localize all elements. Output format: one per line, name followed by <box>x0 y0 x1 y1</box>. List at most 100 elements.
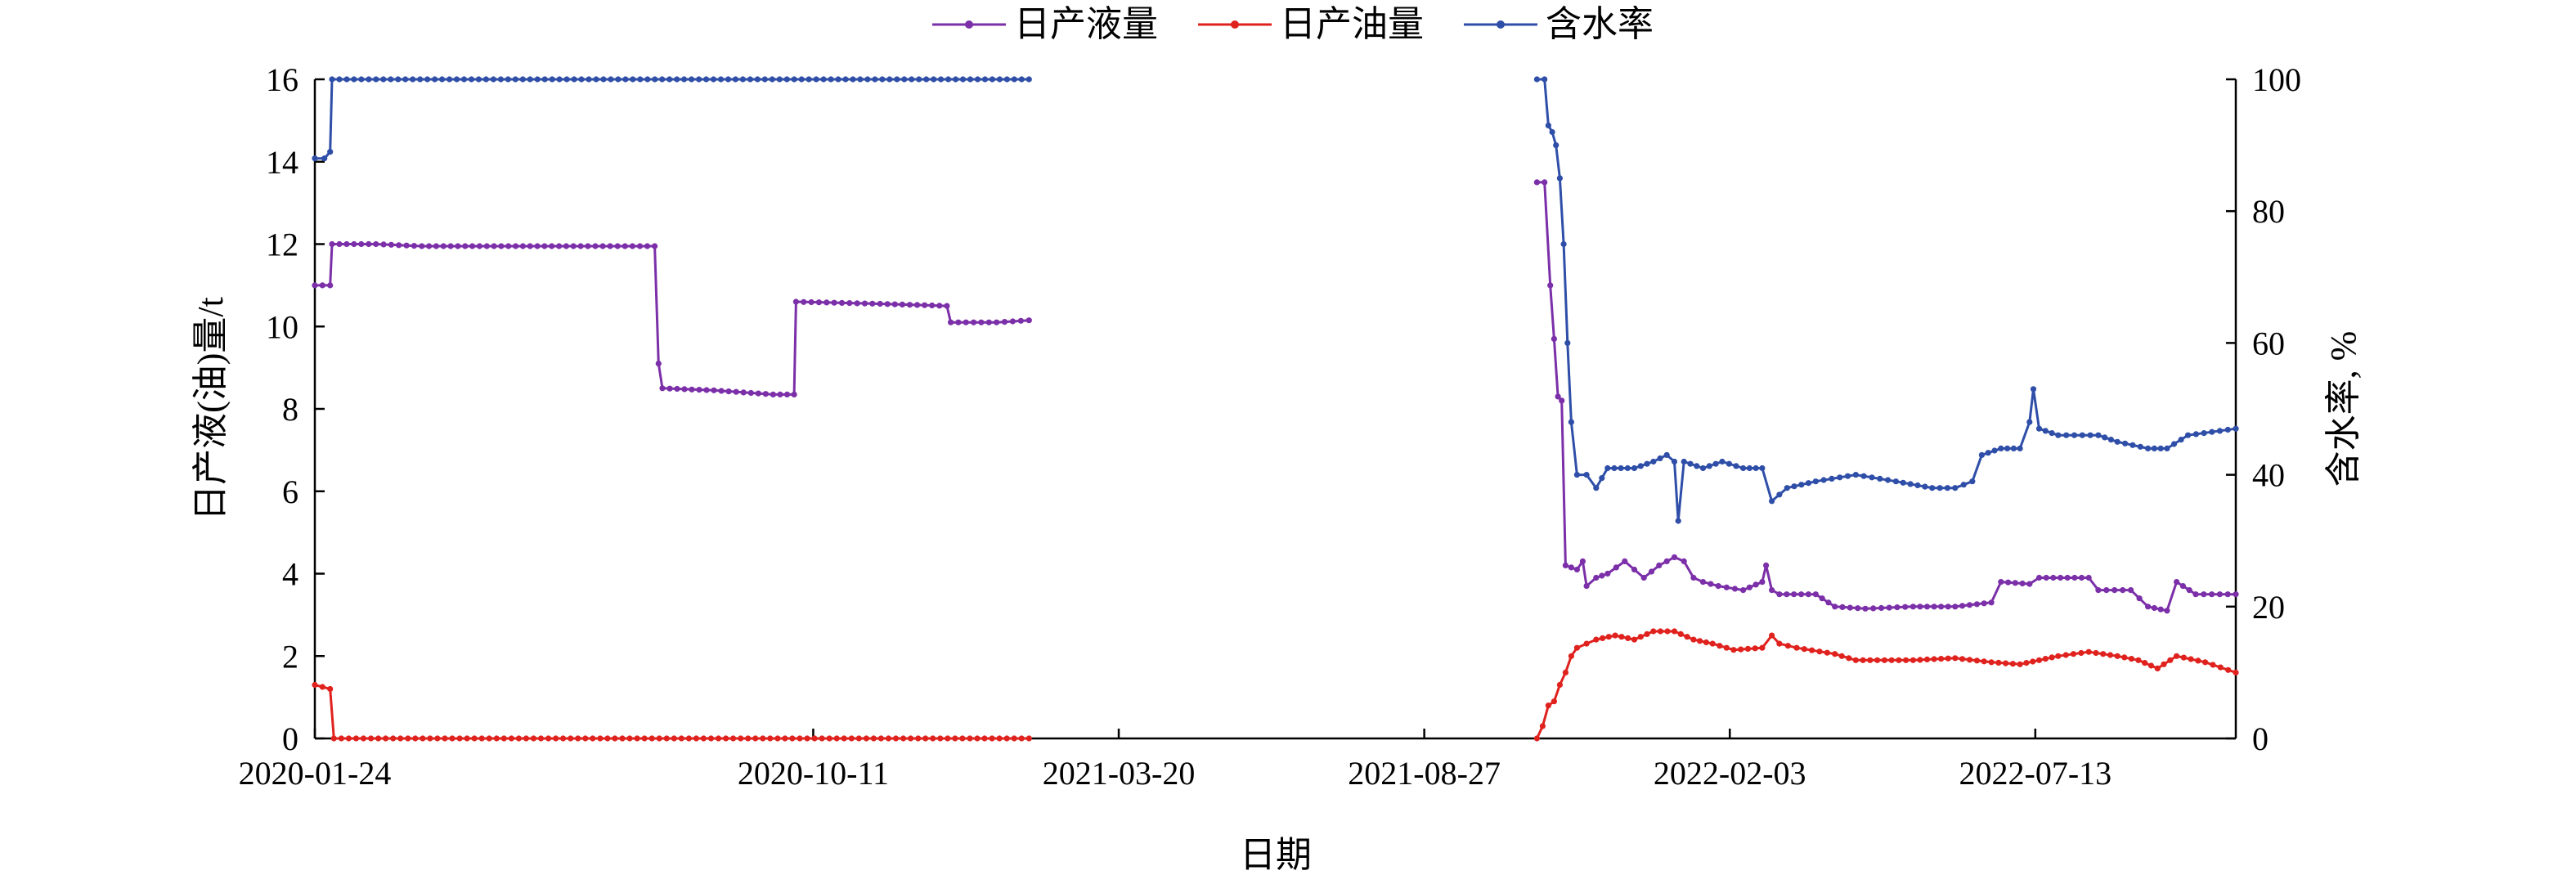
data-point <box>2085 574 2092 581</box>
data-point <box>390 735 397 742</box>
series-line-liquid <box>1537 181 2236 613</box>
y-right-tick-label: 60 <box>2252 325 2285 361</box>
data-point <box>1878 604 1885 612</box>
data-point <box>877 735 884 742</box>
data-point <box>1663 558 1670 565</box>
data-point <box>1759 464 1766 472</box>
y-left-tick-label: 14 <box>266 144 298 181</box>
data-point <box>1568 653 1574 659</box>
data-point <box>439 76 446 83</box>
data-point <box>715 735 722 742</box>
data-point <box>1959 603 1966 609</box>
data-point <box>1945 655 1951 662</box>
data-point <box>1752 581 1759 588</box>
data-point <box>2142 660 2148 666</box>
y-left-tick-label: 16 <box>266 61 298 98</box>
data-point <box>1715 583 1721 590</box>
data-point <box>1723 644 1730 651</box>
data-point <box>1973 601 1980 608</box>
data-point <box>1931 604 1937 610</box>
data-point <box>996 735 1003 742</box>
data-point <box>1549 128 1555 136</box>
data-point <box>841 735 847 742</box>
data-point <box>1556 175 1563 182</box>
data-point <box>604 735 611 742</box>
data-point <box>1539 723 1546 729</box>
data-point <box>923 76 930 83</box>
data-point <box>471 735 478 742</box>
data-point <box>652 243 658 249</box>
data-point <box>329 240 335 248</box>
data-point <box>453 76 460 83</box>
data-point <box>449 735 456 742</box>
data-point <box>2004 445 2011 452</box>
data-point <box>1648 568 1655 575</box>
data-point <box>1829 475 1835 482</box>
data-point <box>1011 735 1017 742</box>
data-point <box>861 300 868 307</box>
data-point <box>2233 591 2239 598</box>
data-point <box>491 243 497 249</box>
data-point <box>730 735 737 742</box>
data-point <box>360 735 367 742</box>
data-point <box>1784 591 1790 598</box>
data-point <box>922 735 929 742</box>
data-point <box>419 243 425 249</box>
data-point <box>630 76 636 83</box>
data-point <box>2178 437 2184 443</box>
data-point <box>1769 498 1775 505</box>
data-point <box>1656 562 1663 569</box>
data-point <box>1973 657 1980 664</box>
data-point <box>2050 574 2057 581</box>
data-point <box>1003 76 1010 83</box>
data-point <box>2179 583 2186 590</box>
data-point <box>901 76 908 83</box>
data-point <box>498 243 505 249</box>
data-point <box>1644 460 1650 467</box>
data-point <box>2103 587 2110 594</box>
data-point <box>527 76 533 83</box>
data-point <box>634 735 640 742</box>
data-point <box>2167 657 2174 663</box>
data-point <box>1573 644 1580 651</box>
data-point <box>770 391 777 397</box>
data-point <box>707 735 715 742</box>
data-point <box>505 243 512 249</box>
data-point <box>725 76 732 83</box>
data-point <box>2049 654 2055 661</box>
series-line-watercut <box>1537 78 2237 523</box>
data-point <box>2019 580 2026 587</box>
data-point <box>774 735 781 742</box>
data-point <box>1917 604 1923 610</box>
data-point <box>700 735 707 742</box>
data-point <box>1699 464 1707 472</box>
data-point <box>2224 591 2231 598</box>
data-point <box>762 391 769 397</box>
data-point <box>1555 393 1561 400</box>
data-point <box>2180 654 2187 661</box>
data-point <box>1599 572 1605 579</box>
data-point <box>1687 460 1694 467</box>
data-point <box>959 735 966 742</box>
data-point <box>945 735 951 742</box>
data-point <box>327 282 334 289</box>
data-point <box>412 735 419 742</box>
data-point <box>2195 657 2201 664</box>
data-point <box>725 388 732 395</box>
series-watercut <box>312 76 2239 524</box>
data-point <box>462 243 469 249</box>
data-point <box>319 684 325 690</box>
y-left-tick-label: 0 <box>282 720 298 757</box>
data-point <box>959 76 967 83</box>
data-point <box>914 302 921 308</box>
data-point <box>848 735 855 742</box>
data-point <box>2035 574 2043 581</box>
data-point <box>1852 472 1859 478</box>
data-point <box>1545 122 1551 128</box>
data-point <box>1938 656 1945 662</box>
data-point <box>886 76 893 83</box>
data-point <box>1832 604 1838 610</box>
data-point <box>1677 630 1684 638</box>
data-point <box>1888 657 1895 663</box>
